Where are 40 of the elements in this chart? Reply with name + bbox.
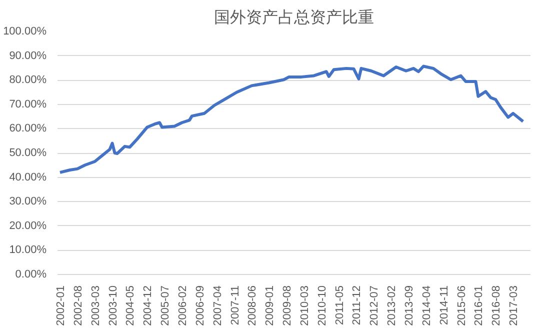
- x-tick-label: 2006-02: [176, 285, 189, 326]
- x-tick-label: 2003-10: [107, 285, 120, 326]
- x-tick-label: 2007-11: [229, 285, 242, 326]
- y-tick-label: 20.00%: [9, 220, 47, 232]
- y-tick-label: 70.00%: [9, 98, 47, 110]
- x-tick-label: 2005-07: [160, 285, 172, 326]
- x-tick-label: 2017-03: [508, 285, 520, 326]
- x-tick-label: 2011-05: [334, 285, 346, 326]
- x-tick-label: 2007-04: [212, 285, 224, 326]
- x-tick-label: 2002-01: [54, 285, 67, 326]
- x-tick-label: 2013-09: [404, 285, 416, 326]
- y-tick-label: 60.00%: [9, 122, 47, 135]
- y-tick-label: 30.00%: [9, 196, 47, 208]
- y-tick-label: 0.00%: [15, 268, 47, 280]
- x-tick-label: 2009-01: [264, 285, 276, 326]
- line-series: [58, 64, 525, 174]
- x-tick-label: 2010-10: [316, 285, 328, 326]
- x-tick-label: 2010-03: [298, 285, 311, 326]
- x-tick-label: 2002-08: [72, 285, 84, 326]
- y-tick-label: 90.00%: [9, 50, 47, 62]
- x-tick-label: 2008-06: [246, 285, 259, 326]
- x-tick-label: 2003-03: [90, 285, 102, 326]
- x-tick-label: 2004-12: [142, 285, 154, 326]
- y-tick-label: 80.00%: [9, 74, 47, 86]
- y-tick-label: 100.00%: [3, 26, 47, 38]
- x-tick-label: 2009-08: [282, 285, 294, 326]
- y-tick-label: 10.00%: [9, 244, 47, 256]
- chart-title: 国外资产占总资产比重: [214, 8, 374, 26]
- y-tick-label: 50.00%: [9, 147, 47, 159]
- x-tick-label: 2016-08: [490, 285, 503, 326]
- y-tick-label: 40.00%: [9, 171, 47, 184]
- x-tick-label: 2006-09: [194, 285, 206, 326]
- x-tick-label: 2016-01: [473, 285, 486, 326]
- x-tick-label: 2004-05: [124, 285, 137, 326]
- x-tick-label: 2014-11: [438, 285, 450, 326]
- x-tick-label: 2012-07: [368, 285, 381, 326]
- x-tick-label: 2015-06: [456, 285, 468, 326]
- x-tick-label: 2014-04: [420, 285, 433, 326]
- x-tick-label: 2011-12: [351, 285, 364, 326]
- x-tick-label: 2013-02: [386, 285, 398, 326]
